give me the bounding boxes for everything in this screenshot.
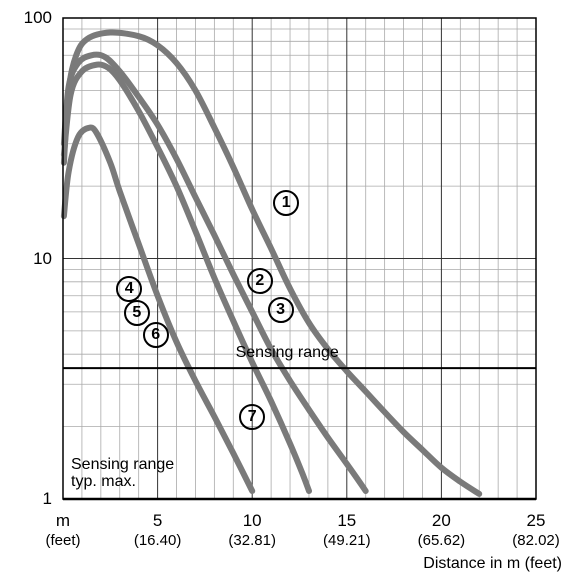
x-tick-sublabel: (82.02): [512, 532, 560, 549]
y-tick-label: 1: [42, 489, 52, 508]
curve-label-curve-1: 1: [273, 190, 300, 217]
y-tick-label: 10: [33, 248, 52, 268]
curve-label-group-6: 6: [142, 322, 169, 349]
x-tick-label: 25: [526, 511, 546, 530]
curve-label-curve-7: 7: [239, 403, 266, 430]
x-tick-sublabel: (feet): [45, 532, 81, 549]
x-tick-label: 20: [431, 511, 451, 530]
curve-label-curve-3: 3: [267, 297, 294, 324]
curve-label-group-4: 4: [116, 275, 143, 302]
sensing-range-label: Sensing range: [235, 344, 339, 362]
y-tick-label: 100: [23, 8, 52, 27]
x-tick-sublabel: (65.62): [417, 532, 466, 549]
x-tick-label: 15: [337, 511, 357, 530]
x-tick-sublabel: (49.21): [323, 532, 371, 549]
curves: [60, 29, 483, 497]
series-line-curve-3: [60, 61, 312, 494]
x-tick-sublabel: (16.40): [133, 532, 182, 549]
sensing-range-typ-max-label: Sensing range: [71, 456, 175, 473]
series-line-curve-2: [60, 51, 369, 494]
series-line-curve-7: [60, 124, 256, 494]
x-tick-label: m: [55, 511, 71, 530]
series-line-curve-1: [60, 29, 483, 497]
curve-label-curve-2: 2: [246, 267, 273, 294]
sensing-range-typ-max-label-2: typ. max.: [71, 473, 136, 490]
plot-frame: [62, 17, 537, 500]
curve-label-group-5: 5: [123, 299, 150, 326]
x-axis-label: Distance in m (feet): [423, 555, 562, 572]
x-tick-sublabel: (32.81): [228, 532, 276, 549]
x-tick-label: 10: [242, 511, 262, 530]
x-tick-label: 5: [152, 511, 163, 530]
